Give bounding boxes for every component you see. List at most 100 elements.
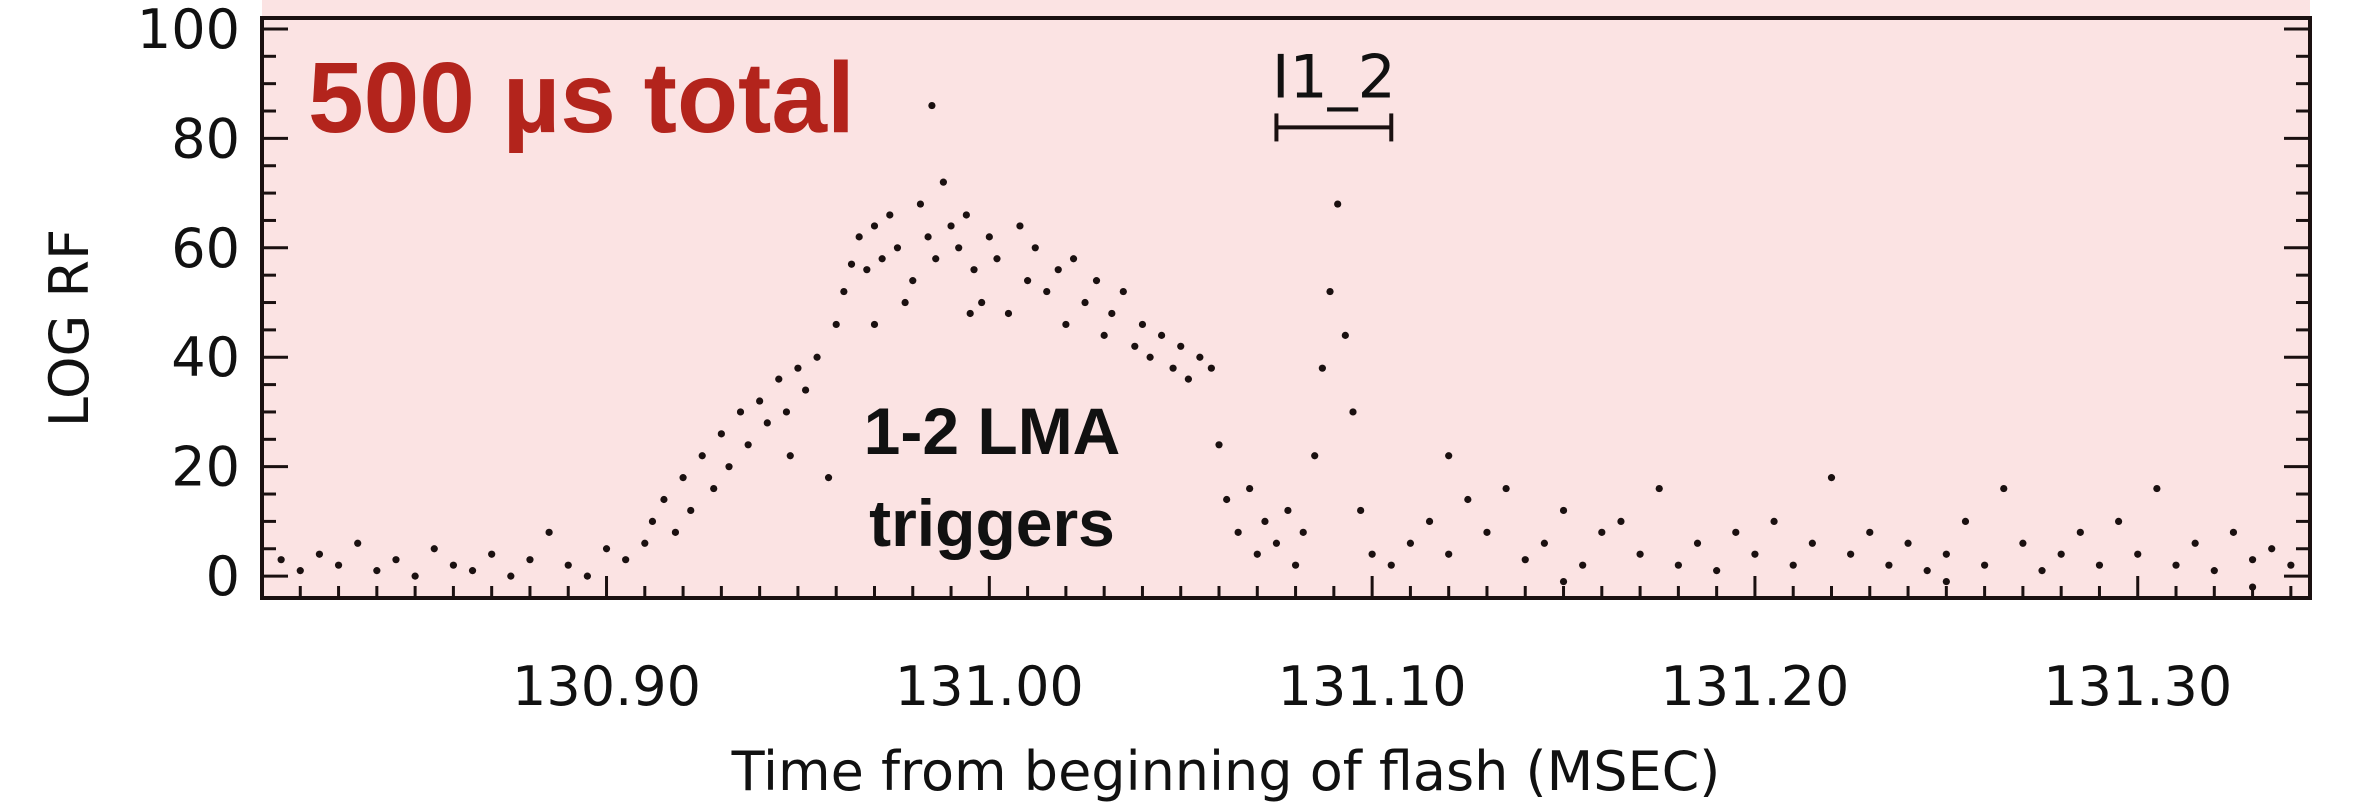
data-point	[1732, 528, 1740, 536]
data-point	[1502, 484, 1510, 493]
data-point	[1234, 528, 1242, 536]
data-point	[1054, 266, 1062, 274]
data-point	[1636, 550, 1644, 558]
x-tick-label: 131.00	[895, 655, 1084, 718]
data-point	[1177, 342, 1185, 350]
data-point	[893, 244, 902, 252]
data-point	[671, 528, 680, 536]
data-point	[660, 495, 668, 504]
data-point	[1223, 495, 1231, 504]
data-point	[2287, 561, 2295, 569]
data-point	[928, 101, 936, 110]
data-point	[277, 556, 285, 564]
data-point	[1559, 577, 1568, 586]
data-point	[985, 233, 993, 241]
annotation-line-1: 1-2 LMA	[864, 394, 1121, 468]
data-point	[2153, 484, 2161, 493]
data-point	[782, 408, 791, 416]
data-point	[1349, 408, 1357, 416]
data-point	[1131, 342, 1139, 350]
data-point	[1942, 550, 1950, 558]
data-point	[832, 320, 840, 329]
data-point	[870, 320, 879, 329]
data-point	[1016, 222, 1024, 230]
data-point	[813, 353, 821, 361]
data-point	[545, 528, 553, 536]
data-point	[1311, 452, 1319, 460]
data-point	[373, 567, 381, 575]
data-point	[430, 545, 438, 553]
data-point	[622, 556, 630, 564]
data-point	[955, 244, 963, 252]
data-point	[763, 419, 771, 427]
data-point	[1617, 517, 1625, 525]
data-point	[602, 545, 611, 553]
data-point	[1108, 309, 1116, 318]
data-point	[756, 397, 764, 405]
data-point	[698, 452, 706, 460]
data-point	[1157, 331, 1166, 339]
data-point	[744, 441, 752, 449]
data-point	[863, 266, 871, 274]
data-point	[1885, 561, 1893, 569]
data-point	[1092, 277, 1101, 285]
data-point	[468, 567, 477, 575]
data-point	[1081, 298, 1089, 307]
data-point	[2210, 567, 2218, 575]
data-point	[1326, 287, 1334, 296]
x-tick-label: 131.30	[2043, 655, 2232, 718]
data-point	[687, 506, 695, 515]
data-point	[717, 430, 725, 438]
data-point	[1207, 364, 1215, 372]
y-tick-label: 0	[206, 545, 240, 608]
data-point	[1100, 331, 1108, 339]
y-axis-title: LOG RF	[38, 229, 101, 427]
data-point	[2191, 539, 2199, 547]
data-point	[1024, 277, 1032, 285]
y-tick-labels: 0 20 40 60 80 100	[137, 0, 240, 608]
data-point	[2019, 539, 2027, 547]
data-point	[1579, 561, 1587, 569]
data-point	[786, 452, 794, 460]
data-point	[526, 556, 534, 564]
data-point	[1445, 452, 1453, 460]
y-tick-label: 20	[171, 436, 240, 499]
data-point	[916, 200, 925, 208]
data-point	[2248, 583, 2257, 591]
x-axis-title: Time from beginning of flash (MSEC)	[731, 740, 1721, 802]
data-point	[1713, 567, 1721, 575]
data-point	[1253, 550, 1261, 558]
data-point	[392, 556, 400, 564]
x-tick-label: 131.20	[1660, 655, 1849, 718]
data-point	[1169, 364, 1177, 372]
plot-frame	[260, 16, 2312, 600]
data-point	[1655, 484, 1663, 493]
data-point	[1961, 517, 1970, 525]
data-point	[679, 474, 687, 482]
data-point	[1196, 353, 1204, 361]
data-point	[1043, 287, 1051, 296]
data-point	[1904, 539, 1912, 547]
data-point	[2268, 545, 2276, 553]
data-point	[1445, 550, 1453, 558]
data-point	[878, 255, 886, 263]
data-point	[315, 550, 324, 558]
data-point	[794, 364, 802, 372]
data-point	[1770, 517, 1778, 525]
data-point	[2000, 484, 2008, 493]
data-point	[932, 255, 940, 263]
data-point	[725, 463, 733, 471]
data-point	[296, 567, 304, 575]
data-point	[1341, 331, 1349, 339]
data-point	[2134, 550, 2142, 558]
data-point	[449, 561, 458, 569]
data-point	[1847, 550, 1855, 558]
data-point	[507, 572, 515, 580]
data-point	[1942, 577, 1950, 586]
x-tick-label: 131.10	[1278, 655, 1467, 718]
data-points	[277, 101, 2295, 591]
data-point	[334, 561, 343, 569]
data-point	[1789, 561, 1797, 569]
data-point	[1368, 550, 1376, 558]
y-tick-label: 60	[171, 217, 240, 280]
